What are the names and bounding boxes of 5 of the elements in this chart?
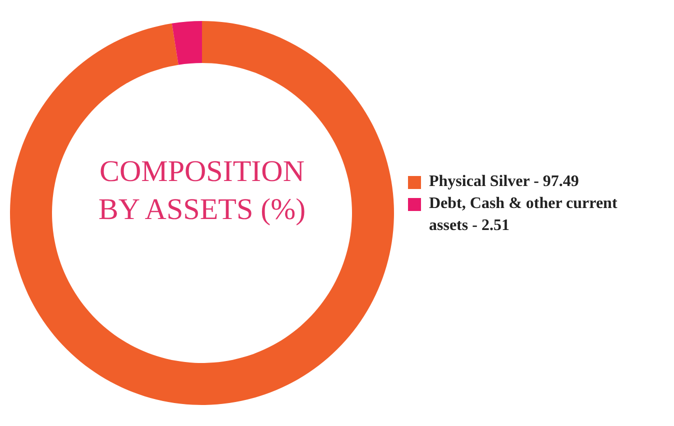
legend-label: Physical Silver - 97.49: [429, 172, 579, 192]
donut-slice: [172, 21, 202, 65]
legend-label: Debt, Cash & other current assets - 2.51: [429, 194, 618, 236]
text: COMPOSITION BY ASSETS (%): [97, 154, 307, 228]
donut-slice: [10, 21, 394, 405]
